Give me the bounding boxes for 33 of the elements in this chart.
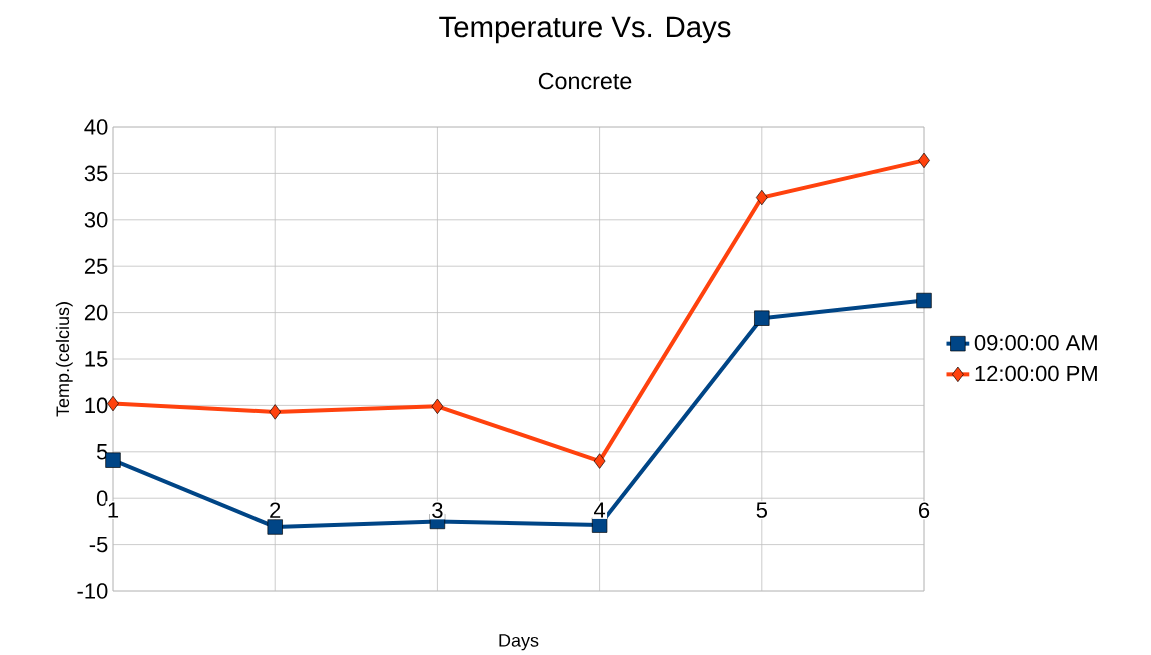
y-tick-label: 0 <box>96 490 108 507</box>
x-tick-label: 6 <box>919 502 930 519</box>
y-tick-label: 30 <box>84 212 108 228</box>
chart-subtitle: Concrete <box>538 72 632 90</box>
y-axis-title: Temp.(celcius) <box>55 302 73 417</box>
y-tick-label: 20 <box>84 304 108 321</box>
point <box>269 404 282 420</box>
chart-title: Temperature Vs. Days <box>439 16 731 44</box>
point <box>755 189 768 206</box>
y-tick-label: -5 <box>89 537 108 553</box>
x-axis-title: Days <box>499 634 539 651</box>
x-tick-label: 3 <box>432 502 443 519</box>
point <box>105 452 121 468</box>
legend-label: 09:00:00 AM <box>974 335 1097 351</box>
x-tick-label: 5 <box>756 502 767 518</box>
point <box>591 517 608 533</box>
y-tick-label: 35 <box>84 165 108 182</box>
y-tick-label: 10 <box>85 397 108 414</box>
y-tick-label: 15 <box>85 351 108 367</box>
point <box>754 310 770 326</box>
x-tick-label: 4 <box>593 502 606 518</box>
legend-label: 12:00:00 PM <box>975 365 1097 382</box>
x-tick-label: 2 <box>270 502 281 518</box>
x-tick-label: 1 <box>108 502 119 518</box>
point <box>916 292 932 309</box>
y-tick-label: -10 <box>77 583 108 599</box>
y-tick-label: 40 <box>84 119 108 135</box>
point <box>918 152 930 169</box>
point <box>107 395 119 412</box>
point <box>431 398 444 415</box>
point <box>267 519 283 535</box>
y-tick-label: 25 <box>84 258 108 275</box>
point <box>593 453 606 469</box>
